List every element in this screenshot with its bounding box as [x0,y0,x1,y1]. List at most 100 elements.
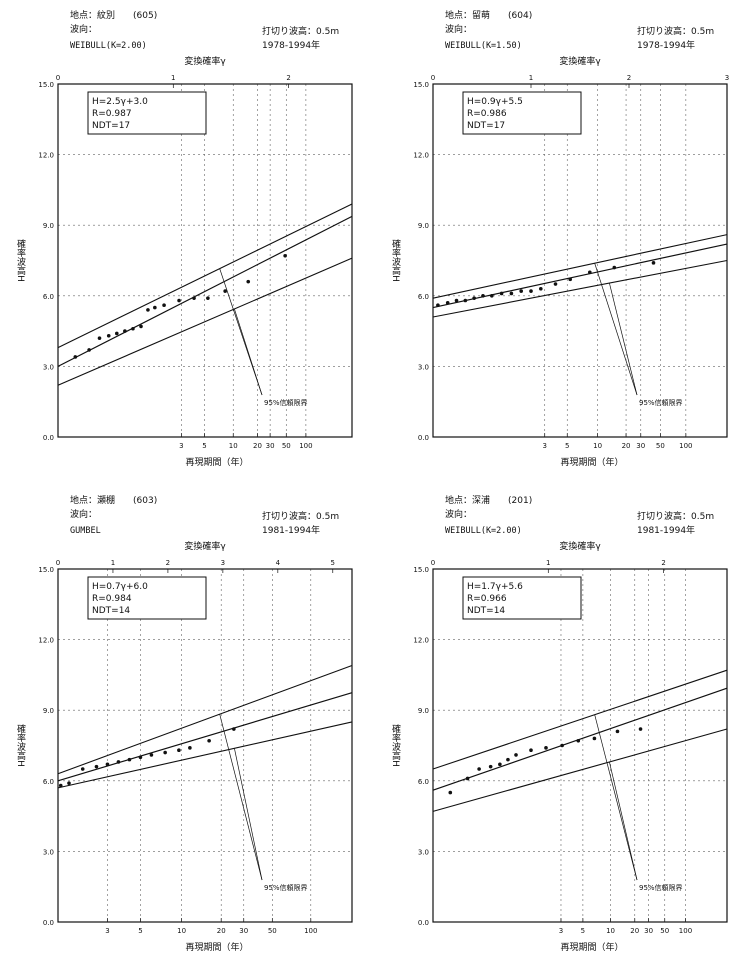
chart-svg: 変換確率γ 0.0 3.0 6.0 9.0 12.0 15.0 3 5 10 20 30 50 100 0 1… [15,55,353,468]
top-axis-label: 変換確率γ [184,55,226,67]
data-point [58,783,63,788]
chart-panel: 地点：瀬棚 (603) 波向： GUMBEL 打切り波高：0.5m 1981-1994年… [0,485,375,969]
stats-line: H=0.9γ+5.5 [467,97,523,107]
data-point [612,265,617,270]
x-tick-label: 30 [644,927,653,935]
x-tick-label: 10 [229,442,238,450]
data-point [123,329,127,333]
distribution-label: WEIBULL(K=2.00) [445,526,522,536]
chart-panel: 地点：深浦 (201) 波向： WEIBULL(K=2.00) 打切り波高：0.5m 1… [375,485,750,969]
gamma-tick-label: 0 [431,74,435,82]
data-point [73,355,78,359]
gamma-tick-label: 1 [111,559,115,567]
chart-svg: 変換確率γ 0.0 3.0 6.0 9.0 12.0 15.0 3 5 10 20 30 50 100 0 1… [390,540,728,953]
gamma-tick-label: 0 [431,559,435,567]
data-point [544,746,548,750]
x-tick-label: 50 [660,927,669,935]
data-point [246,279,251,284]
distribution-label: WEIBULL(K=1.50) [445,41,522,51]
confidence-lower-line [57,721,353,789]
data-point [448,790,453,795]
data-point [138,755,143,760]
data-point [638,727,643,731]
gamma-tick-label: 3 [221,559,225,567]
direction-label: 波向： [70,25,98,35]
data-point [188,746,192,750]
stats-line: R=0.986 [467,109,507,119]
stats-line: NDT=14 [92,606,130,616]
data-point [514,753,518,757]
confidence-upper-line [57,664,353,775]
threshold-label: 打切り波高：0.5m [262,27,340,37]
ci-pointer [609,761,638,881]
x-tick-label: 10 [177,927,186,935]
regression-line [57,692,353,782]
x-tick-label: 20 [253,442,262,450]
ci-pointer [594,263,638,396]
y-tick-label: 9.0 [418,707,429,715]
y-tick-label: 9.0 [43,222,54,230]
data-point [498,762,502,767]
regression-line [57,215,353,367]
y-tick-label: 9.0 [43,707,54,715]
bottom-axis-label: 再現期間（年） [560,941,623,953]
x-tick-label: 10 [606,927,615,935]
data-point [131,326,135,331]
data-point [445,301,450,305]
data-point [177,298,181,303]
gamma-tick-label: 3 [725,74,729,82]
direction-label: 波向： [445,25,473,35]
y-tick-label: 3.0 [418,363,429,371]
y-tick-label: 3.0 [418,848,429,856]
x-tick-label: 20 [630,927,639,935]
ci-label: 95%信頼限界 [639,398,683,407]
gamma-tick-label: 0 [56,74,60,82]
y-axis-label: 確率波高H [390,723,401,767]
y-tick-label: 15.0 [413,81,429,89]
period-label: 1978-1994年 [262,41,321,51]
period-label: 1981-1994年 [262,526,321,536]
data-point [127,757,132,762]
plot-frame [57,568,353,923]
period-label: 1981-1994年 [637,526,696,536]
x-tick-label: 3 [542,442,546,450]
stats-line: R=0.984 [92,594,132,604]
confidence-lower-line [432,259,728,318]
y-axis-label: 確率波高H [15,723,26,767]
stats-line: NDT=14 [467,606,505,616]
data-point [576,738,581,743]
confidence-upper-line [432,669,728,770]
y-tick-label: 9.0 [418,222,429,230]
gamma-tick-label: 4 [276,559,281,567]
x-tick-label: 30 [636,442,645,450]
data-point [651,261,656,265]
data-point [568,277,572,282]
chart-svg: 変換確率γ 0.0 3.0 6.0 9.0 12.0 15.0 3 5 10 20 30 50 100 0 1… [390,55,729,468]
ci-pointer [609,283,638,396]
confidence-upper-line [57,203,353,349]
y-tick-label: 6.0 [418,778,429,786]
data-point [519,289,523,293]
stats-box [87,576,207,620]
plot-frame [57,83,353,438]
data-point [481,294,485,298]
data-point [192,296,196,300]
gamma-tick-label: 0 [56,559,60,567]
data-point [529,289,533,293]
gamma-tick-label: 5 [331,559,335,567]
ci-pointer [234,308,263,396]
data-point [490,294,494,298]
y-tick-label: 0.0 [43,434,54,442]
data-point [472,296,476,300]
data-point [232,727,236,731]
data-point [80,767,85,771]
y-tick-label: 0.0 [43,919,54,927]
gamma-tick-label: 2 [627,74,631,82]
direction-label: 波向： [70,510,98,520]
x-tick-label: 20 [622,442,631,450]
x-tick-label: 50 [282,442,291,450]
data-point [477,767,481,771]
regression-line [432,243,728,309]
stats-line: H=0.7γ+6.0 [92,582,148,592]
data-point [177,748,181,753]
